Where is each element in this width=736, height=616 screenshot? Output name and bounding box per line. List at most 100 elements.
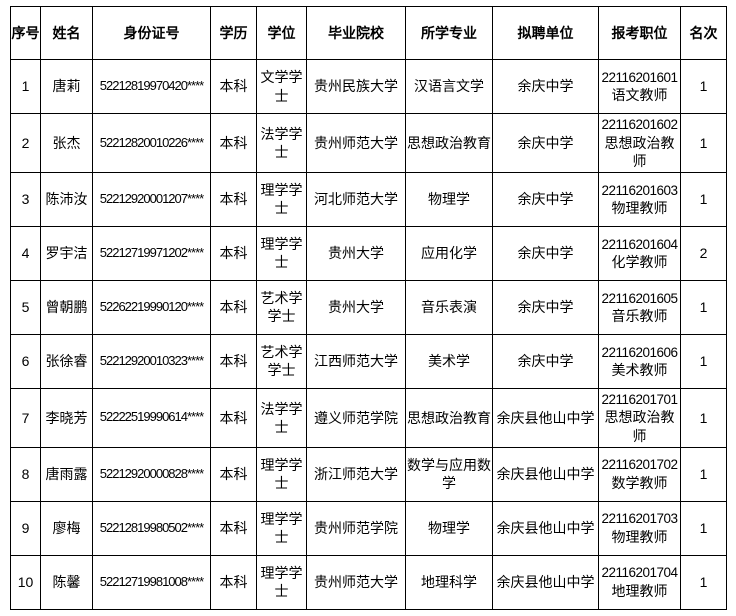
cell-school: 遵义师范学院 xyxy=(306,387,406,448)
cell-employer: 余庆中学 xyxy=(492,171,599,227)
position-code: 22116201703 xyxy=(601,511,678,527)
position-title: 地理教师 xyxy=(611,583,668,600)
cell-employer: 余庆中学 xyxy=(492,279,599,335)
cell-degree: 艺术学学士 xyxy=(256,333,307,389)
cell-name: 李晓芳 xyxy=(40,387,93,448)
cell-degree: 理学学士 xyxy=(256,171,307,227)
cell-rank: 1 xyxy=(680,113,727,173)
column-header-id_number: 身份证号 xyxy=(92,6,211,60)
cell-major: 数学与应用数学 xyxy=(405,446,493,502)
column-header-education: 学历 xyxy=(210,6,257,60)
cell-index: 6 xyxy=(10,333,41,389)
cell-major: 汉语言文学 xyxy=(405,59,493,114)
cell-major: 物理学 xyxy=(405,171,493,227)
cell-education: 本科 xyxy=(210,554,257,610)
cell-employer: 余庆中学 xyxy=(492,59,599,114)
position-code: 22116201605 xyxy=(601,290,678,306)
cell-employer: 余庆县他山中学 xyxy=(492,554,599,610)
cell-degree: 法学学士 xyxy=(256,387,307,448)
position-title: 思想政治教师 xyxy=(604,134,675,169)
cell-school: 贵州师范大学 xyxy=(306,554,406,610)
cell-rank: 1 xyxy=(680,387,727,448)
table-body: 1 唐莉 52212819970420**** 本科 文学学士 贵州民族大学 汉语言文学 余庆… xyxy=(10,59,727,610)
cell-rank: 2 xyxy=(680,225,727,281)
cell-degree: 艺术学学士 xyxy=(256,279,307,335)
cell-index: 3 xyxy=(10,171,41,227)
cell-name: 陈沛汝 xyxy=(40,171,93,227)
cell-id_number: 52212819970420**** xyxy=(92,59,211,114)
cell-education: 本科 xyxy=(210,500,257,556)
cell-school: 贵州民族大学 xyxy=(306,59,406,114)
column-header-employer: 拟聘单位 xyxy=(492,6,599,60)
position-code: 22116201601 xyxy=(601,69,678,85)
cell-school: 贵州师范大学 xyxy=(306,113,406,173)
cell-name: 唐莉 xyxy=(40,59,93,114)
position-code: 22116201604 xyxy=(601,236,678,252)
cell-index: 10 xyxy=(10,554,41,610)
position-code: 22116201606 xyxy=(601,344,678,360)
position-title: 思想政治教师 xyxy=(604,409,675,444)
cell-education: 本科 xyxy=(210,279,257,335)
cell-major: 应用化学 xyxy=(405,225,493,281)
table-row: 6 张徐睿 52212920010323**** 本科 艺术学学士 江西师范大学 美术学 余庆… xyxy=(10,333,727,389)
cell-id_number: 52212920000828**** xyxy=(92,446,211,502)
cell-position: 22116201601 语文教师 xyxy=(598,59,681,114)
cell-education: 本科 xyxy=(210,225,257,281)
cell-position: 22116201703 物理教师 xyxy=(598,500,681,556)
cell-name: 唐雨露 xyxy=(40,446,93,502)
table-row: 1 唐莉 52212819970420**** 本科 文学学士 贵州民族大学 汉语言文学 余庆… xyxy=(10,59,727,114)
cell-rank: 1 xyxy=(680,279,727,335)
cell-degree: 法学学士 xyxy=(256,113,307,173)
column-header-index: 序号 xyxy=(10,6,41,60)
cell-degree: 文学学士 xyxy=(256,59,307,114)
position-title: 物理教师 xyxy=(611,200,668,217)
cell-school: 贵州师范学院 xyxy=(306,500,406,556)
cell-rank: 1 xyxy=(680,446,727,502)
cell-employer: 余庆县他山中学 xyxy=(492,500,599,556)
table-row: 5 曾朝鹏 52262219990120**** 本科 艺术学学士 贵州大学 音乐表演 余庆中… xyxy=(10,279,727,335)
cell-name: 张徐睿 xyxy=(40,333,93,389)
column-header-position: 报考职位 xyxy=(598,6,681,60)
cell-education: 本科 xyxy=(210,113,257,173)
cell-education: 本科 xyxy=(210,59,257,114)
cell-degree: 理学学士 xyxy=(256,446,307,502)
cell-index: 4 xyxy=(10,225,41,281)
table-row: 10 陈馨 52212719981008**** 本科 理学学士 贵州师范大学 地理科学 余庆… xyxy=(10,554,727,610)
cell-major: 思想政治教育 xyxy=(405,387,493,448)
cell-school: 贵州大学 xyxy=(306,279,406,335)
cell-index: 9 xyxy=(10,500,41,556)
column-header-rank: 名次 xyxy=(680,6,727,60)
position-code: 22116201602 xyxy=(601,117,678,132)
cell-position: 22116201701 思想政治教师 xyxy=(598,387,681,448)
position-title: 音乐教师 xyxy=(611,308,668,325)
recruitment-table: 序号 姓名 身份证号 学历 学位 毕业院校 所学专业 拟聘单位 报考职位 名次 1 唐莉 522128… xyxy=(10,6,727,610)
cell-index: 1 xyxy=(10,59,41,114)
cell-rank: 1 xyxy=(680,171,727,227)
cell-employer: 余庆中学 xyxy=(492,113,599,173)
cell-major: 音乐表演 xyxy=(405,279,493,335)
table-row: 2 张杰 52212820010226**** 本科 法学学士 贵州师范大学 思想政治教育余… xyxy=(10,113,727,173)
table-row: 9 廖梅 52212819980502**** 本科 理学学士 贵州师范学院 物理学 余庆县他… xyxy=(10,500,727,556)
cell-id_number: 52212819980502**** xyxy=(92,500,211,556)
cell-name: 张杰 xyxy=(40,113,93,173)
cell-education: 本科 xyxy=(210,171,257,227)
cell-rank: 1 xyxy=(680,333,727,389)
cell-degree: 理学学士 xyxy=(256,554,307,610)
cell-name: 陈馨 xyxy=(40,554,93,610)
position-title: 美术教师 xyxy=(611,362,668,379)
cell-major: 地理科学 xyxy=(405,554,493,610)
cell-id_number: 52212820010226**** xyxy=(92,113,211,173)
table-row: 3 陈沛汝 52212920001207**** 本科 理学学士 河北师范大学 物理学 余庆中… xyxy=(10,171,727,227)
cell-id_number: 52222519990614**** xyxy=(92,387,211,448)
cell-employer: 余庆县他山中学 xyxy=(492,446,599,502)
cell-school: 河北师范大学 xyxy=(306,171,406,227)
cell-position: 22116201603 物理教师 xyxy=(598,171,681,227)
cell-degree: 理学学士 xyxy=(256,225,307,281)
cell-index: 7 xyxy=(10,387,41,448)
cell-rank: 1 xyxy=(680,554,727,610)
table-row: 4 罗宇洁 52212719971202**** 本科 理学学士 贵州大学 应用化学 余庆中学… xyxy=(10,225,727,281)
cell-school: 江西师范大学 xyxy=(306,333,406,389)
cell-education: 本科 xyxy=(210,387,257,448)
cell-id_number: 52212719981008**** xyxy=(92,554,211,610)
